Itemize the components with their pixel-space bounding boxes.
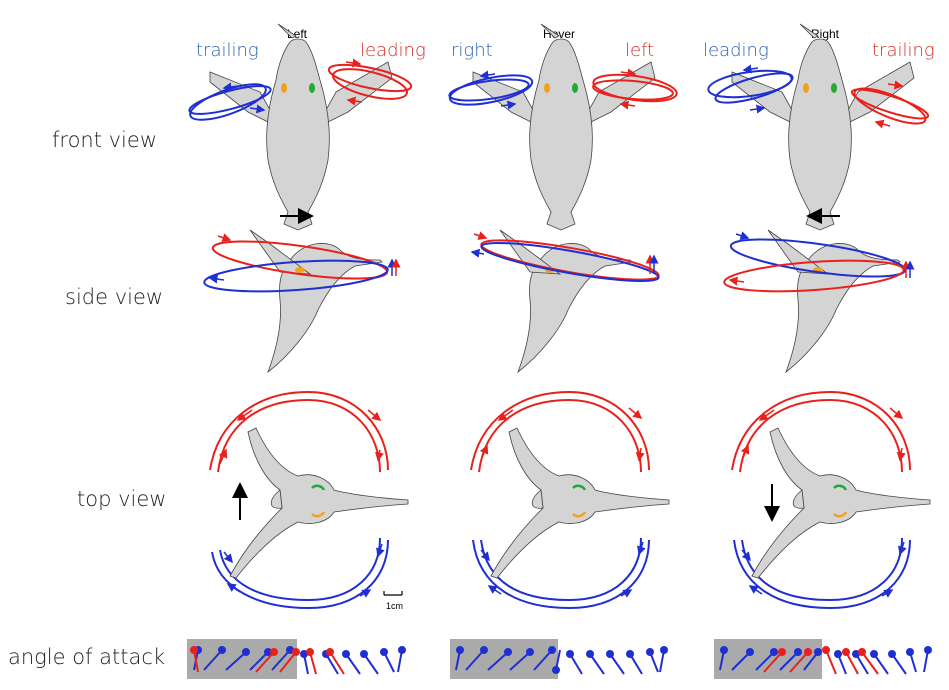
aoa-sticks-hover bbox=[455, 646, 668, 675]
label-right-col-trailing: trailing bbox=[872, 40, 935, 61]
front-view-hover bbox=[448, 23, 678, 231]
label-left-col-trailing: trailing bbox=[196, 40, 259, 61]
row-label-top-view: top view bbox=[77, 487, 167, 511]
aoa-box-hover bbox=[450, 639, 558, 679]
front-view-right bbox=[707, 23, 930, 231]
scale-bar-label: 1cm bbox=[386, 601, 404, 611]
label-hover-left: left bbox=[625, 40, 655, 61]
label-left-col-leading: leading bbox=[360, 40, 426, 61]
front-view-left bbox=[188, 23, 413, 231]
top-view-hover bbox=[470, 390, 671, 610]
aoa-sticks-right bbox=[719, 646, 932, 675]
top-view-left bbox=[209, 390, 410, 610]
label-hover-right: right bbox=[451, 40, 493, 61]
column-title-right: Right bbox=[810, 27, 839, 41]
aoa-box-left bbox=[187, 639, 297, 679]
side-view-right bbox=[723, 229, 915, 373]
row-label-side-view: side view bbox=[65, 285, 164, 309]
side-view-hover bbox=[470, 229, 660, 373]
aoa-sticks-left bbox=[190, 646, 406, 675]
label-right-col-leading: leading bbox=[703, 40, 769, 61]
side-view-left bbox=[203, 229, 401, 373]
top-view-right bbox=[731, 390, 932, 610]
row-label-front-view: front view bbox=[52, 128, 157, 152]
row-label-angle-of-attack: angle of attack bbox=[8, 645, 166, 669]
